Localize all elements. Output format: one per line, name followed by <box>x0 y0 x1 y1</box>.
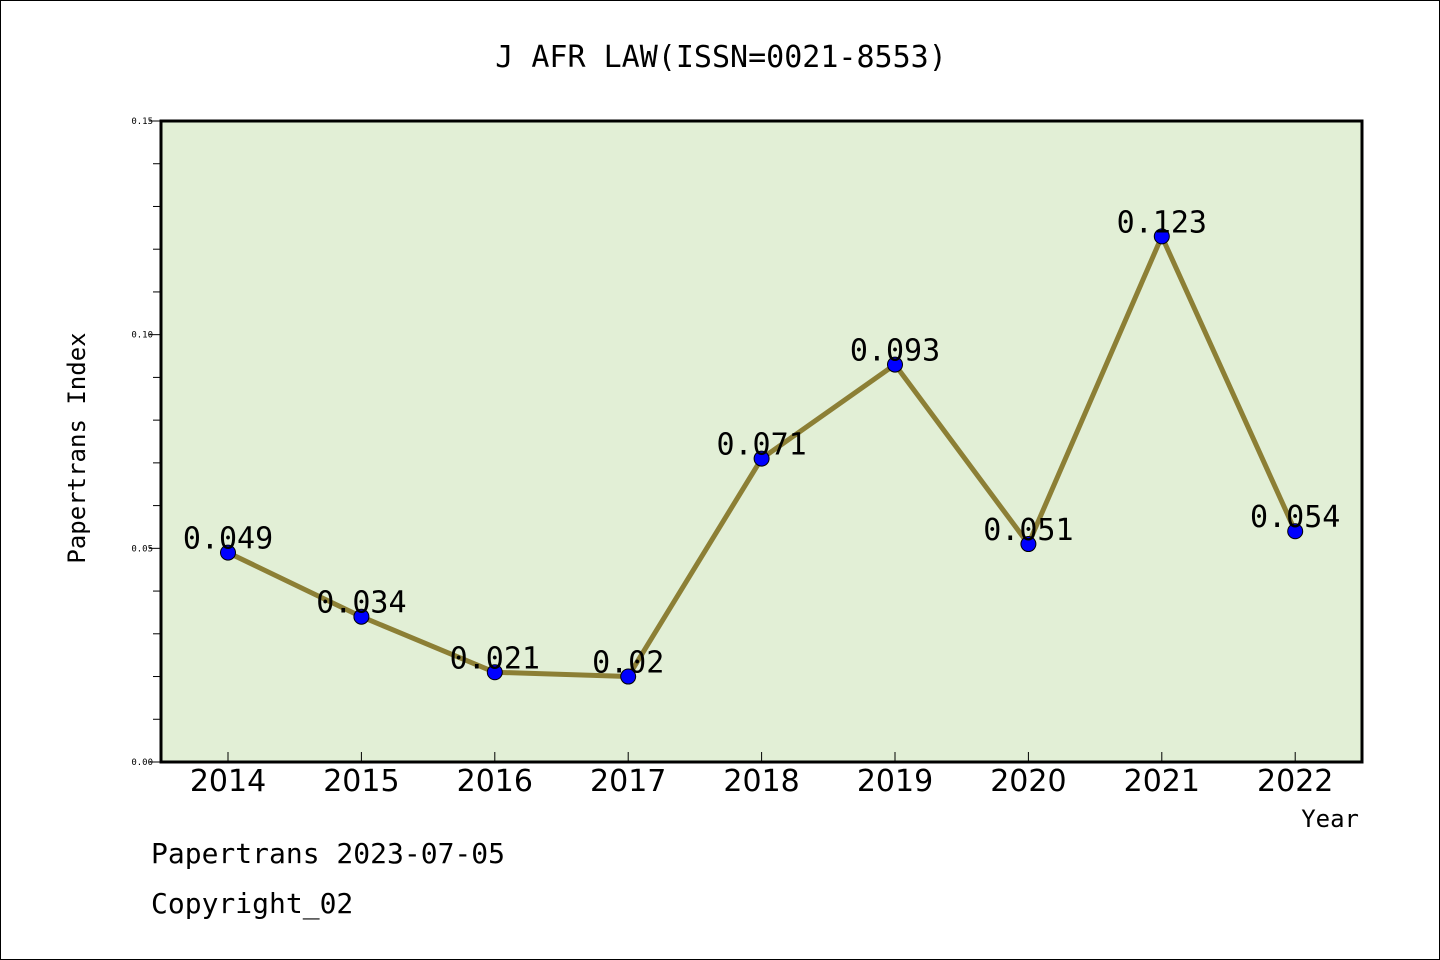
x-tick-label: 2016 <box>457 764 533 799</box>
y-axis-label: Papertrans Index <box>63 332 91 563</box>
data-point-marker <box>1153 228 1170 245</box>
y-tick-label: 0.10 <box>131 331 153 341</box>
footer-copyright: Copyright_02 <box>151 887 354 920</box>
x-tick-label: 2021 <box>1124 764 1200 799</box>
footer-date: Papertrans 2023-07-05 <box>151 837 506 870</box>
x-tick-label: 2017 <box>590 764 666 799</box>
data-point-marker <box>620 668 637 685</box>
x-tick-label: 2018 <box>723 764 799 799</box>
x-axis-ticks: 2014 2015 2016 2017 2018 2019 2020 2021 2022 <box>190 752 1333 799</box>
plot-area <box>159 119 1364 764</box>
data-label: 0.02 <box>592 646 664 681</box>
x-tick-label: 2019 <box>857 764 933 799</box>
chart-title: J AFR LAW(ISSN=0021-8553) <box>495 40 947 75</box>
data-label: 0.054 <box>1250 500 1340 535</box>
x-tick-label: 2020 <box>990 764 1066 799</box>
y-tick-label: 0.00 <box>131 758 153 768</box>
y-tick-label: 0.15 <box>131 117 153 127</box>
x-tick-label: 2014 <box>190 764 266 799</box>
data-label: 0.021 <box>450 641 540 676</box>
data-point-marker <box>753 450 770 467</box>
data-label: 0.071 <box>716 428 806 463</box>
data-point-marker <box>353 608 370 625</box>
y-axis-ticks: 0.00 0.05 0.10 0.15 <box>131 117 161 768</box>
data-point-marker <box>1287 523 1304 540</box>
data-label: 0.051 <box>983 513 1073 548</box>
series-group: 0.049 0.034 0.021 0.02 0.071 0.093 0.051 0.123 0… <box>183 205 1340 685</box>
data-point-marker <box>1020 536 1037 553</box>
data-label: 0.049 <box>183 522 273 557</box>
x-tick-label: 2015 <box>323 764 399 799</box>
data-point-marker <box>887 356 903 373</box>
x-axis-label: Year <box>1301 805 1359 833</box>
data-label: 0.034 <box>316 586 406 621</box>
data-label: 0.123 <box>1117 205 1207 240</box>
x-tick-label: 2022 <box>1257 764 1333 799</box>
data-point-marker <box>486 664 503 681</box>
y-tick-label: 0.05 <box>131 544 153 554</box>
data-point-marker <box>220 544 236 561</box>
data-label: 0.093 <box>850 334 940 369</box>
